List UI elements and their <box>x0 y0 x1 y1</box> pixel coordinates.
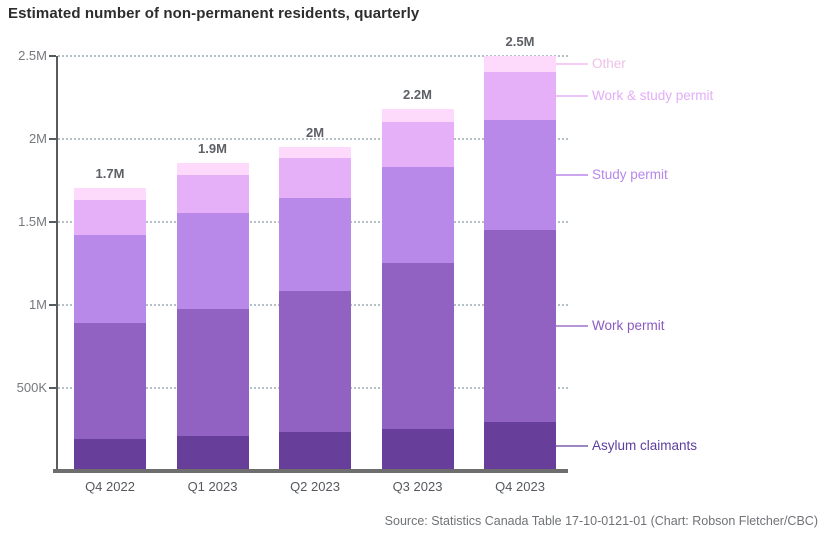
bar-Q1 2023-segment-Work permit <box>176 309 249 436</box>
bar-Q2 2023-segment-Study permit <box>279 198 351 292</box>
y-tick-2.5M <box>49 54 56 57</box>
bar-Q2 2023-segment-Work & study permit <box>279 158 351 199</box>
y-tick-label: 1.5M <box>18 213 47 229</box>
bar-total-label: 2M <box>305 124 325 140</box>
bar-Q2 2023-segment-Other <box>279 146 351 159</box>
bar-Q4 2023-segment-Work permit <box>484 229 556 423</box>
bar-Q4 2023-segment-Other <box>484 55 556 73</box>
y-tick-1.5M <box>49 220 56 223</box>
bar-Q4 2022-segment-Asylum claimants <box>74 438 146 471</box>
gridline-2M <box>58 137 568 140</box>
y-axis-line <box>56 55 58 473</box>
bar-Q3 2023-segment-Work & study permit <box>381 121 454 167</box>
chart-title: Estimated number of non-permanent reside… <box>8 5 420 22</box>
y-tick-label: 500K <box>16 379 47 395</box>
bar-Q4 2022-segment-Work permit <box>74 322 146 439</box>
x-axis-line <box>53 468 568 473</box>
legend-label-Work & study permit: Work & study permit <box>592 88 714 104</box>
bar-Q3 2023-segment-Study permit <box>381 166 454 263</box>
bar-Q3 2023-segment-Work permit <box>381 263 454 429</box>
x-axis-label: Q4 2023 <box>495 479 545 494</box>
legend-label-Asylum claimants: Asylum claimants <box>592 438 698 454</box>
x-axis-label: Q3 2023 <box>392 479 443 494</box>
bar-Q3 2023-segment-Asylum claimants <box>381 429 454 471</box>
x-axis-label: Q4 2022 <box>85 479 135 494</box>
bar-total-label: 2.2M <box>403 86 432 102</box>
bar-Q1 2023-segment-Asylum claimants <box>176 435 249 471</box>
bar-total-label: 1.9M <box>198 141 227 157</box>
legend-line-Other <box>556 62 588 65</box>
bar-Q2 2023-segment-Work permit <box>279 291 351 433</box>
bar-Q3 2023-segment-Other <box>381 108 454 122</box>
y-tick-1M <box>49 303 56 306</box>
y-tick-label: 1M <box>28 296 47 312</box>
bar-total-label: 2.5M <box>505 33 535 49</box>
y-tick-label: 2.5M <box>18 47 47 63</box>
source-credit: Source: Statistics Canada Table 17-10-01… <box>384 514 818 528</box>
legend-line-Work permit <box>556 325 588 328</box>
legend-label-Study permit: Study permit <box>592 167 668 183</box>
y-tick-2M <box>49 137 56 140</box>
y-tick-500K <box>49 386 56 389</box>
bar-Q4 2022-segment-Other <box>74 188 146 200</box>
legend-line-Work & study permit <box>556 95 588 98</box>
legend-label-Other: Other <box>592 55 626 71</box>
bar-Q4 2023-segment-Asylum claimants <box>484 422 556 471</box>
bar-Q4 2022-segment-Work & study permit <box>74 199 146 235</box>
legend-line-Study permit <box>556 174 588 177</box>
x-axis-label: Q2 2023 <box>290 479 340 494</box>
legend-label-Work permit: Work permit <box>592 318 665 334</box>
bar-Q4 2023-segment-Study permit <box>484 120 556 230</box>
bar-Q1 2023-segment-Work & study permit <box>176 175 249 214</box>
legend-line-Asylum claimants <box>556 445 588 448</box>
bar-total-label: 1.7M <box>95 166 125 182</box>
x-axis-label: Q1 2023 <box>187 479 238 494</box>
bar-Q4 2022-segment-Study permit <box>74 234 146 323</box>
bar-Q1 2023-segment-Study permit <box>176 213 249 310</box>
y-tick-label: 2M <box>28 130 47 146</box>
bar-Q1 2023-segment-Other <box>176 163 249 175</box>
gridline-2.5M <box>58 54 568 57</box>
bar-Q4 2023-segment-Work & study permit <box>484 72 556 121</box>
bar-Q2 2023-segment-Asylum claimants <box>279 432 351 471</box>
